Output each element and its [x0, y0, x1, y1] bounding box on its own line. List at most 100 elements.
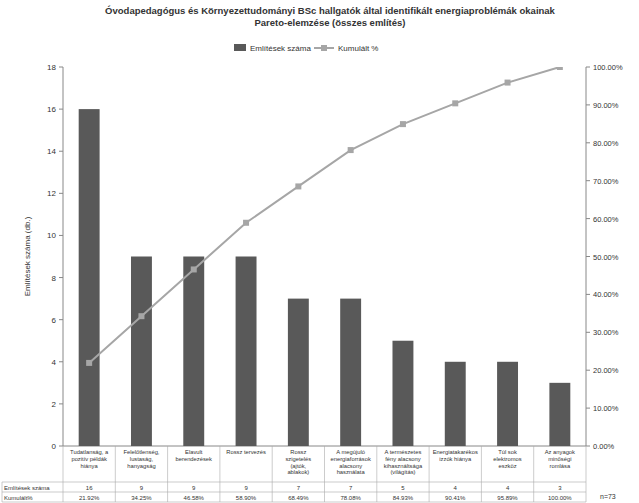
y-tick	[59, 67, 63, 68]
y-tick-label: 16	[47, 105, 56, 114]
plot-area	[79, 67, 571, 446]
text-line: Az anyagok	[545, 449, 575, 455]
data-label: 9	[192, 485, 196, 491]
table-line	[2, 482, 3, 502]
y-tick	[59, 151, 63, 152]
y-tick-label: 0	[52, 442, 57, 451]
marker	[400, 121, 406, 127]
category-label: Felelőtlenség,lustaság,hanyagság	[123, 449, 159, 469]
marker	[86, 360, 92, 366]
chart: Óvodapedagógus és Környezettudományi BSc…	[0, 0, 639, 503]
text-line: elektromos	[493, 456, 521, 462]
data-label: 21.92%	[79, 495, 100, 501]
y-tick-label: 12	[47, 189, 56, 198]
y-tick	[59, 446, 63, 447]
data-label: 4	[454, 485, 458, 491]
text-line: Túl sok	[498, 449, 517, 455]
y2-tick	[586, 370, 590, 371]
text-line: berendezések	[176, 456, 213, 462]
legend-label: Kumulált %	[338, 44, 378, 53]
table-line	[2, 502, 586, 503]
category-label: A természetesfény alacsonykihasználtsága…	[384, 449, 423, 475]
marker	[505, 80, 511, 86]
table-line	[2, 482, 586, 483]
text-line: használata	[337, 469, 366, 475]
y-tick	[59, 277, 63, 278]
y2-tick-label: 10.00%	[593, 404, 619, 413]
text-line: energiaforrások	[331, 456, 371, 462]
y2-tick-label: 60.00%	[593, 215, 619, 224]
data-label: 5	[401, 485, 405, 491]
text-line: Felelőtlenség,	[123, 449, 159, 455]
text-line: hanyagság	[127, 463, 155, 469]
y-tick-label: 2	[52, 400, 57, 409]
text-line: A megújuló	[336, 449, 365, 455]
y-tick	[59, 319, 63, 320]
data-label: 68.49%	[288, 495, 309, 501]
data-label: 46.58%	[184, 495, 205, 501]
y2-tick	[586, 408, 590, 409]
bar	[183, 257, 204, 447]
table-line	[167, 446, 168, 502]
marker	[348, 147, 354, 153]
y-tick-label: 10	[47, 231, 56, 240]
data-label: 7	[297, 485, 301, 491]
y2-tick-label: 90.00%	[593, 101, 619, 110]
y2-tick	[586, 180, 590, 181]
table-row-label: Kumulált%	[4, 495, 33, 501]
bar	[445, 362, 466, 446]
y-tick-label: 6	[52, 316, 57, 325]
y2-tick	[586, 142, 590, 143]
text-line: kihasználtsága	[384, 463, 423, 469]
text-line: Energiatakarékos	[433, 449, 478, 455]
table-line	[272, 446, 273, 502]
text-line: romlása	[550, 463, 571, 469]
y2-tick	[586, 256, 590, 257]
table-line	[533, 446, 534, 502]
y2-tick-label: 30.00%	[593, 328, 619, 337]
bar	[288, 299, 309, 446]
table-line	[481, 446, 482, 502]
text-line: Elavult	[185, 449, 203, 455]
marker	[243, 220, 249, 226]
y-tick	[59, 193, 63, 194]
data-label: 58.90%	[236, 495, 257, 501]
y-tick	[59, 361, 63, 362]
bar	[79, 109, 100, 446]
legend-marker	[321, 45, 327, 51]
table-line	[2, 492, 586, 493]
marker	[138, 313, 144, 319]
text-line: minőségi	[548, 456, 571, 462]
data-label: 84.93%	[393, 495, 414, 501]
table-line	[324, 446, 325, 502]
data-label: 95.89%	[497, 495, 518, 501]
y-axis	[63, 67, 64, 446]
text-line: fény alacsony	[385, 456, 421, 462]
text-line: izzók hiánya	[439, 456, 472, 462]
y2-tick	[586, 218, 590, 219]
text-line: lustaság,	[130, 456, 154, 462]
data-label: 78.08%	[340, 495, 361, 501]
y-tick-label: 14	[47, 147, 56, 156]
text-line: szigetelés	[285, 456, 311, 462]
data-label: 4	[506, 485, 510, 491]
bar	[236, 257, 257, 447]
table-line	[586, 446, 587, 502]
category-label: Az anyagokminőségiromlása	[545, 449, 575, 469]
y-tick-label: 18	[47, 63, 56, 72]
y2-tick	[586, 67, 590, 68]
legend-label: Említések száma	[250, 44, 311, 53]
data-label: 7	[349, 485, 353, 491]
text-line: Rossz tervezés	[226, 449, 266, 455]
table-line	[429, 446, 430, 502]
data-label: 9	[244, 485, 248, 491]
y-tick	[59, 109, 63, 110]
bar	[497, 362, 518, 446]
category-label: Energiatakarékosizzók hiánya	[433, 449, 478, 462]
table-line	[219, 446, 220, 502]
text-line: (ajtók,	[290, 463, 306, 469]
data-label: 9	[140, 485, 144, 491]
y-axis-label: Említések száma (db.)	[23, 216, 32, 296]
category-label: Tudatlanság, apozitív példákhiánya	[70, 449, 109, 469]
y-tick	[59, 403, 63, 404]
